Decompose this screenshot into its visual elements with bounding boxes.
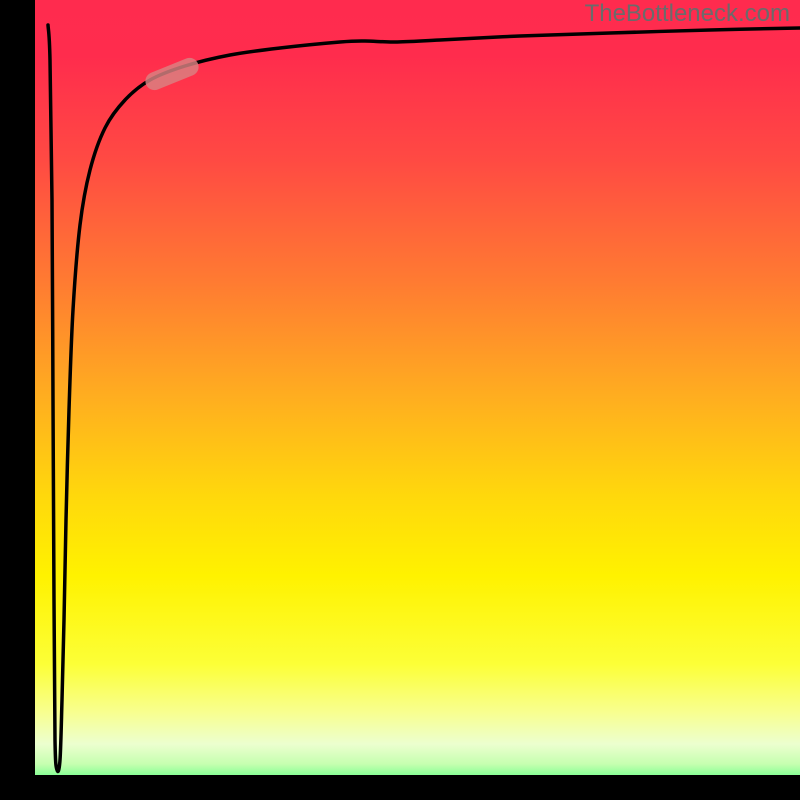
chart-border-bottom <box>0 775 800 800</box>
bottleneck-curve <box>48 25 800 772</box>
chart-overlay <box>0 0 800 800</box>
curve-marker <box>143 55 202 93</box>
chart-container: TheBottleneck.com <box>0 0 800 800</box>
watermark-text: TheBottleneck.com <box>585 0 790 28</box>
chart-border-left <box>0 0 35 800</box>
